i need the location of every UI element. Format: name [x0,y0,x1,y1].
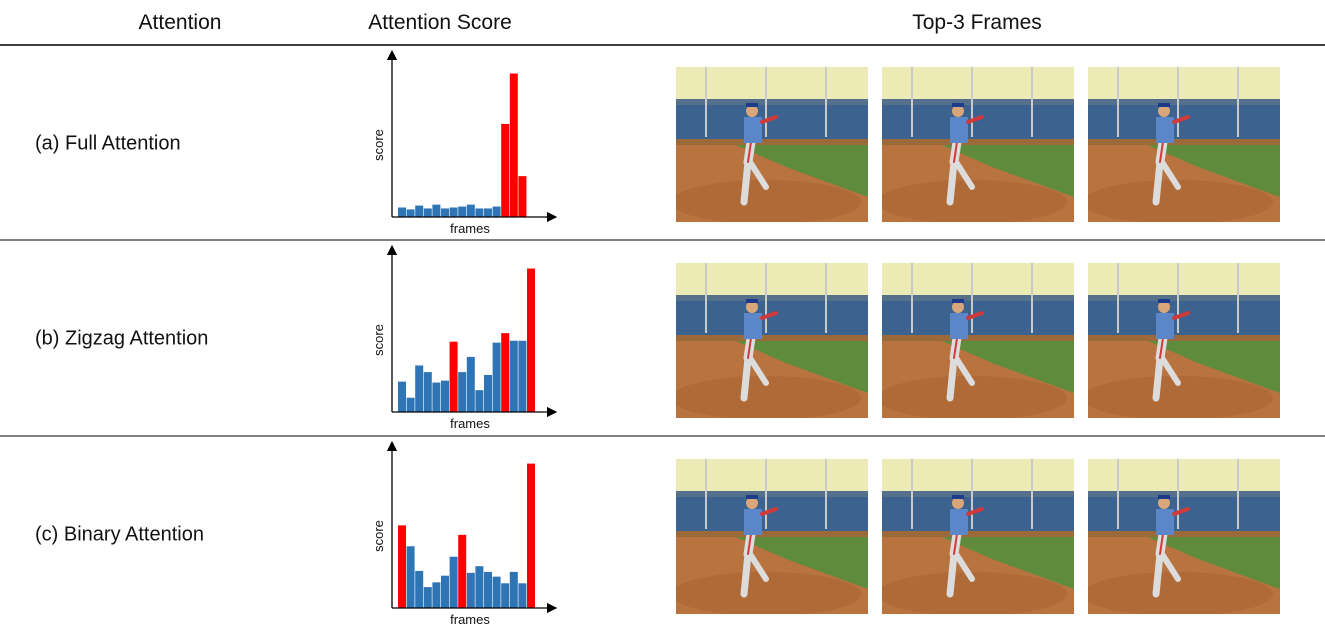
row-label: (c) Binary Attention [35,523,204,545]
bar [458,372,467,412]
y-axis-label: score [371,324,386,356]
bar [458,534,467,608]
bar [501,333,510,412]
bar [484,208,492,217]
row-label: (b) Zigzag Attention [35,327,208,349]
bar [432,204,441,217]
y-axis-label: score [371,129,386,161]
bar [527,463,535,608]
bar [501,583,510,608]
bar [509,73,518,217]
bar [441,380,449,412]
y-axis-label: score [371,520,386,552]
bar [432,582,441,608]
bar [406,397,415,412]
row-label: (a) Full Attention [35,132,181,154]
frame-image [1083,263,1280,420]
bar [423,208,432,217]
bar [449,207,458,217]
bar [492,342,501,412]
bar [466,356,475,412]
bar [518,583,527,608]
bar [527,268,535,412]
bar [449,341,458,412]
bar [423,372,432,412]
bar [484,571,492,608]
bar [441,208,449,217]
frame-image [877,67,1074,224]
bar [518,176,527,217]
bar [466,204,475,217]
bar [432,382,441,412]
bar [423,587,432,608]
bar [398,525,406,608]
frame-image [671,459,868,616]
frames [671,67,1280,616]
bar [415,570,424,608]
bar [449,556,458,608]
bar [484,374,492,412]
bar [406,546,415,608]
bar [475,390,484,412]
bar [406,209,415,217]
bar [518,340,527,412]
bar [415,365,424,412]
bar [398,207,406,217]
bar [509,340,518,412]
bar [475,566,484,608]
bar [441,575,449,608]
frame-image [1083,459,1280,616]
bar [475,208,484,217]
column-header: Top-3 Frames [912,11,1042,34]
frame-image [877,263,1074,420]
column-header: Attention [139,11,222,34]
bar [509,571,518,608]
bar [458,206,467,217]
frame-image [671,263,868,420]
bar [492,576,501,608]
frame-image [1083,67,1280,224]
bar [501,123,510,217]
bar [398,381,406,412]
frame-image [671,67,868,224]
x-axis-label: frames [450,221,490,236]
column-header: Attention Score [368,11,512,34]
bar [415,205,424,217]
x-axis-label: frames [450,612,490,627]
frame-image [877,459,1074,616]
bar [492,206,501,217]
x-axis-label: frames [450,416,490,431]
bar [466,572,475,608]
